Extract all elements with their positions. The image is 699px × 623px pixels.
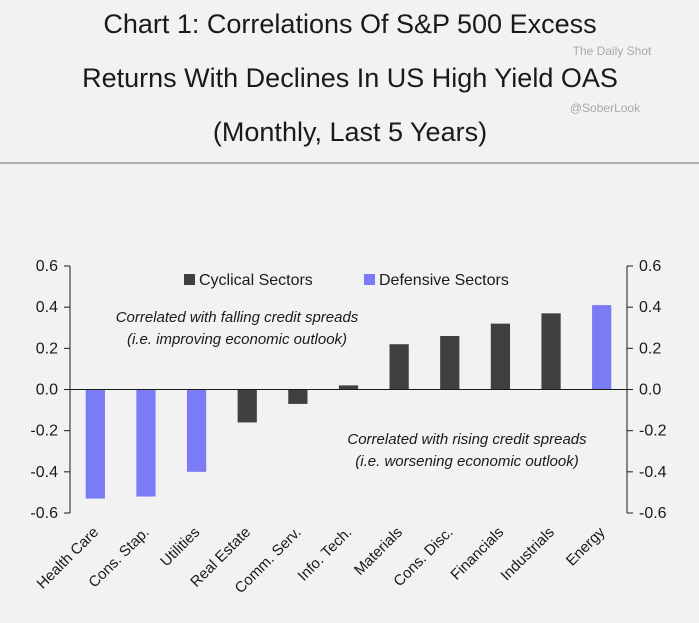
legend-label-cyclical: Cyclical Sectors [199,272,313,289]
annotation-falling-spreads: Correlated with falling credit spreads (… [116,309,359,348]
bar-real-estate [237,389,257,423]
legend-label-defensive: Defensive Sectors [379,272,509,289]
y-tick-label-left: -0.6 [30,505,58,522]
watermark: The Daily Shot @SoberLook [570,44,652,115]
watermark-line-2: @SoberLook [570,101,641,115]
watermark-line-1: The Daily Shot [573,44,652,58]
annotation-rising-line-2: (i.e. worsening economic outlook) [355,453,578,470]
y-tick-label-right: 0.4 [639,299,661,316]
y-tick-label-right: 0.0 [639,382,661,399]
annotation-rising-line-1: Correlated with rising credit spreads [347,431,587,448]
y-tick-label-right: 0.6 [639,258,661,275]
y-tick-label-right: -0.2 [639,423,667,440]
bar-comm-serv [288,389,308,404]
bar-health-care [85,389,105,499]
title-line-2: Returns With Declines In US High Yield O… [82,63,618,93]
y-tick-label-left: 0.6 [36,258,58,275]
bar-industrials [541,313,561,390]
bar-energy [592,305,612,390]
x-tick-label: Info. Tech. [295,524,356,585]
title-line-3: (Monthly, Last 5 Years) [213,117,487,147]
y-tick-label-right: -0.6 [639,505,667,522]
annotation-falling-line-2: (i.e. improving economic outlook) [127,331,347,348]
legend-swatch-cyclical [184,274,195,285]
bar-info-tech [338,385,359,390]
x-tick-label: Financials [447,524,507,584]
bar-materials [389,344,409,390]
x-tick-label: Industrials [498,524,558,584]
y-tick-label-left: 0.4 [36,299,58,316]
chart-title: Chart 1: Correlations Of S&P 500 Excess … [82,9,618,147]
bar-financials [490,323,511,390]
bar-cons-disc [440,335,460,390]
bar-cons-stap [136,389,156,497]
annotation-rising-spreads: Correlated with rising credit spreads (i… [347,431,587,470]
legend-swatch-defensive [364,274,375,285]
legend: Cyclical Sectors Defensive Sectors [184,272,509,289]
y-tick-label-right: 0.2 [639,340,661,357]
annotation-falling-line-1: Correlated with falling credit spreads [116,309,359,326]
bar-utilities [186,389,207,472]
y-tick-label-left: -0.4 [30,464,58,481]
x-tick-label: Energy [563,523,609,569]
y-tick-label-left: 0.2 [36,340,58,357]
y-tick-label-right: -0.4 [639,464,667,481]
y-tick-label-left: 0.0 [36,382,58,399]
x-tick-label: Utilities [157,524,203,570]
y-tick-label-left: -0.2 [30,423,58,440]
title-line-1: Chart 1: Correlations Of S&P 500 Excess [103,9,596,39]
